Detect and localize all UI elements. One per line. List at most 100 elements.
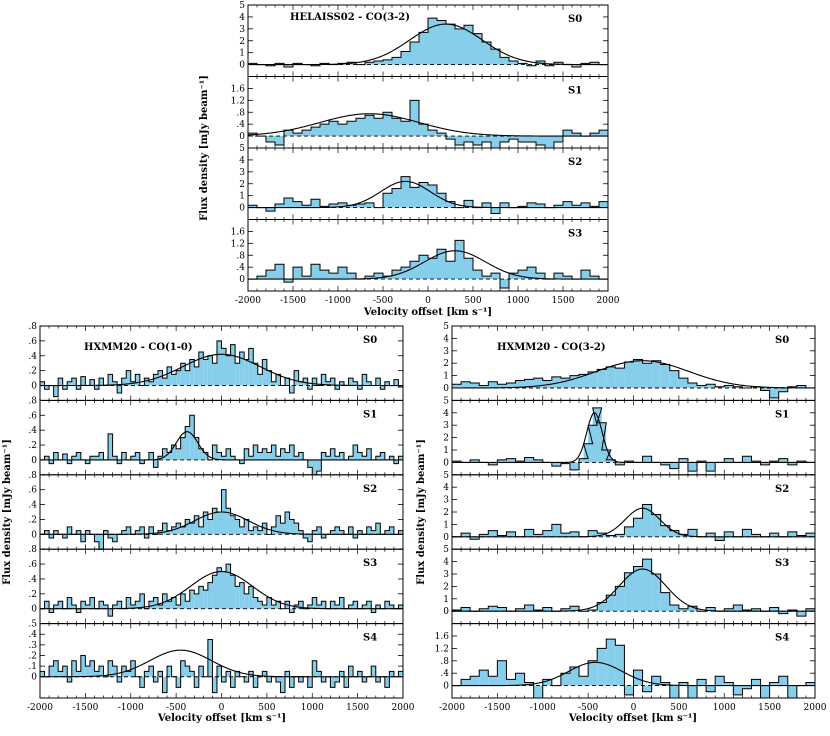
bin [135, 530, 140, 535]
bin [162, 378, 168, 386]
bin [221, 676, 227, 683]
bin [89, 379, 95, 386]
bin [266, 452, 272, 460]
bin [398, 456, 403, 460]
bin [162, 523, 168, 535]
bin [357, 452, 363, 460]
bin [307, 459, 313, 468]
bin [207, 582, 213, 609]
bin [724, 682, 734, 686]
bin [687, 606, 698, 612]
bin [479, 534, 489, 537]
bin [437, 133, 446, 137]
bin [239, 352, 245, 386]
bin [235, 363, 240, 386]
bin [239, 526, 245, 535]
y-tick-label: .5 [28, 620, 37, 630]
bin [500, 57, 509, 65]
bin [446, 261, 455, 280]
bin [89, 660, 95, 677]
panel-s1: 0 1 2 3 4 5 S1 [443, 396, 816, 476]
bin [473, 270, 482, 280]
y-tick-label: 0 [443, 682, 449, 692]
bin [321, 601, 326, 609]
bin [185, 666, 190, 677]
bin [226, 355, 231, 386]
bin [371, 666, 376, 677]
x-tick-label: -1000 [325, 296, 351, 306]
bin [339, 381, 345, 386]
bin [293, 63, 302, 65]
bin [533, 609, 543, 612]
bin [330, 448, 335, 460]
bin [375, 378, 381, 386]
bin [266, 676, 272, 683]
bin [545, 64, 554, 66]
panel-label: S3 [775, 558, 789, 569]
bin [588, 660, 598, 686]
bin [651, 514, 661, 537]
bin [135, 601, 140, 609]
bin [289, 385, 295, 393]
bin [185, 370, 190, 386]
bin [366, 526, 372, 535]
y-tick-label: 1.2 [231, 96, 245, 106]
bin [139, 526, 145, 535]
bin [298, 676, 304, 683]
bin [275, 601, 281, 609]
bin [139, 676, 145, 688]
y-tick-label: 0 [31, 530, 37, 540]
bin [491, 207, 500, 214]
bin [572, 205, 581, 208]
bin [374, 61, 383, 65]
bin [334, 456, 340, 460]
bin [392, 57, 401, 65]
bin [126, 597, 131, 609]
bin [366, 381, 372, 386]
y-tick-label: 3 [443, 496, 449, 506]
bin [606, 459, 616, 463]
y-tick-label: 1 [239, 49, 245, 59]
y-tick-label: .6 [28, 560, 37, 570]
bin [298, 381, 304, 386]
y-tick-label: 0 [443, 607, 449, 617]
bin [293, 267, 302, 280]
bin [148, 452, 154, 460]
bin [687, 685, 698, 698]
bin [167, 666, 172, 677]
bin [339, 671, 345, 677]
bin [428, 258, 437, 280]
bin [307, 385, 313, 390]
bin [117, 601, 122, 609]
bin [194, 593, 199, 609]
panel-label: S0 [363, 335, 377, 346]
bin [642, 559, 652, 612]
bin [176, 523, 181, 535]
bin [58, 378, 63, 386]
bin [497, 660, 507, 686]
bin [230, 344, 236, 386]
gaussian-fit [248, 250, 608, 280]
bin [271, 381, 276, 386]
bin [98, 666, 104, 677]
bin [515, 673, 525, 686]
gaussian-fit [40, 570, 403, 610]
bin [687, 462, 698, 472]
bin [365, 202, 374, 208]
bin [606, 595, 616, 612]
bin [697, 679, 707, 686]
bin [488, 462, 498, 465]
bin [560, 533, 570, 537]
y-tick-label: 0 [31, 382, 37, 392]
gaussian-fit [452, 661, 815, 687]
bin [130, 456, 136, 460]
bin [176, 605, 181, 609]
bin [144, 671, 149, 677]
bin [760, 685, 770, 698]
bin [89, 597, 95, 609]
bin [126, 526, 131, 535]
x-tick-label: 1000 [507, 296, 530, 306]
bin [44, 530, 50, 535]
x-axis-title: Velocity offset [km s⁻¹] [157, 713, 286, 724]
y-tick-label: 2 [239, 180, 245, 190]
